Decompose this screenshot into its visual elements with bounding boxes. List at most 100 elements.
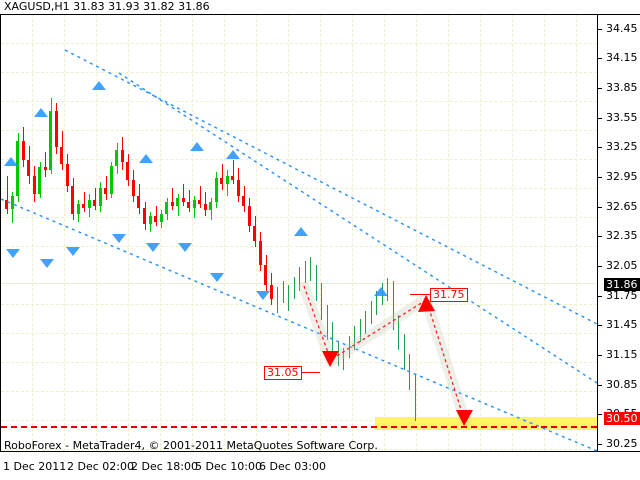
price-axis-tick bbox=[598, 325, 602, 327]
candle-body bbox=[192, 199, 196, 208]
candle-body bbox=[220, 178, 224, 185]
price-axis-label: 32.95 bbox=[606, 170, 638, 184]
gridline-h bbox=[1, 449, 597, 450]
fractal-up-icon bbox=[190, 142, 204, 152]
time-axis-label: 2 Dec 18:00 bbox=[131, 460, 198, 473]
time-axis-label: 6 Dec 03:00 bbox=[259, 460, 326, 473]
price-axis-tick bbox=[598, 355, 602, 357]
candle-body bbox=[209, 201, 213, 210]
candle-wick bbox=[392, 280, 394, 331]
candle-wick bbox=[293, 276, 295, 299]
price-axis-tick bbox=[598, 147, 602, 149]
candle-wick bbox=[276, 286, 278, 313]
price-axis-label: 30.25 bbox=[606, 437, 638, 451]
gridline-v bbox=[64, 14, 65, 451]
candle-wick bbox=[365, 310, 367, 335]
fractal-down-icon bbox=[210, 273, 224, 283]
candle-body bbox=[54, 110, 58, 148]
candle-body bbox=[236, 180, 240, 196]
gridline-v bbox=[32, 14, 33, 451]
fractal-up-icon bbox=[294, 227, 308, 237]
candle-wick bbox=[221, 164, 223, 190]
candle-wick bbox=[6, 176, 8, 214]
gridline-v bbox=[352, 14, 353, 451]
candle-body bbox=[159, 213, 163, 222]
candle-wick bbox=[343, 348, 345, 370]
candle-body bbox=[98, 188, 102, 206]
fractal-up-icon bbox=[226, 150, 240, 160]
candle-body bbox=[203, 203, 207, 210]
candle-wick bbox=[332, 322, 334, 361]
candle-wick bbox=[183, 184, 185, 206]
fractal-down-icon bbox=[66, 247, 80, 257]
plot-frame-right bbox=[597, 14, 598, 451]
candle-body bbox=[65, 164, 69, 187]
candle-body bbox=[43, 167, 47, 171]
chart-footer-credit: RoboForex - MetaTrader4, © 2001-2011 Met… bbox=[4, 439, 378, 452]
price-label-31-75: 31.75 bbox=[430, 288, 468, 302]
candle-body bbox=[16, 140, 20, 196]
candle-body bbox=[126, 162, 130, 181]
candlestick-series bbox=[1, 14, 597, 451]
gridline-h bbox=[1, 159, 597, 160]
target-price-line bbox=[1, 426, 597, 428]
candle-body bbox=[198, 199, 202, 204]
candle-body bbox=[93, 199, 97, 206]
gridline-h bbox=[1, 72, 597, 73]
plot-frame-bottom bbox=[0, 451, 640, 452]
candle-body bbox=[258, 241, 262, 266]
candle-wick bbox=[321, 282, 323, 321]
price-axis-label: 32.65 bbox=[606, 199, 638, 213]
candle-wick bbox=[288, 284, 290, 311]
candle-body bbox=[148, 215, 152, 224]
gridline-v bbox=[192, 14, 193, 451]
price-axis-tick bbox=[598, 295, 602, 297]
projection-arrow-down-2 bbox=[456, 410, 473, 426]
candle-wick bbox=[403, 334, 405, 370]
candle-body bbox=[154, 215, 158, 222]
gridline-v bbox=[224, 14, 225, 451]
price-axis[interactable]: 34.45 34.15 33.85 33.55 33.25 32.95 32.65 32.35… bbox=[598, 14, 640, 451]
candle-wick bbox=[232, 160, 234, 185]
channel-lower-line bbox=[1, 198, 597, 451]
candle-wick bbox=[155, 205, 157, 226]
candle-body bbox=[131, 180, 135, 196]
fractal-up-icon bbox=[374, 286, 388, 296]
price-axis-label: 33.85 bbox=[606, 81, 638, 95]
price-leader-low bbox=[300, 372, 320, 373]
plot-area: 31.75 31.05 bbox=[1, 14, 597, 451]
price-label-31-05: 31.05 bbox=[264, 366, 302, 380]
candle-wick bbox=[414, 373, 416, 422]
candle-body bbox=[82, 203, 86, 208]
candle-wick bbox=[398, 314, 400, 351]
candle-wick bbox=[199, 186, 201, 208]
candle-body bbox=[49, 110, 53, 171]
price-axis-label: 31.75 bbox=[606, 288, 638, 302]
gridline-h-solid bbox=[1, 283, 597, 284]
price-axis-tick bbox=[598, 177, 602, 179]
target-price-label: 30.50 bbox=[604, 412, 640, 426]
price-axis-label: 33.25 bbox=[606, 140, 638, 154]
candle-body bbox=[32, 176, 36, 194]
candle-body bbox=[181, 197, 185, 202]
gridline-h bbox=[1, 362, 597, 363]
candle-body bbox=[38, 167, 42, 194]
candle-wick bbox=[83, 191, 85, 212]
candle-wick bbox=[94, 188, 96, 210]
fractal-down-icon bbox=[256, 290, 270, 300]
candle-body bbox=[76, 203, 80, 214]
candle-body bbox=[27, 160, 31, 177]
gridline-v bbox=[96, 14, 97, 451]
candle-body bbox=[109, 166, 113, 194]
price-axis-label: 34.15 bbox=[606, 51, 638, 65]
price-axis-label: 32.35 bbox=[606, 229, 638, 243]
gridline-v bbox=[576, 14, 577, 451]
candle-body bbox=[247, 205, 251, 226]
channel-middle-line bbox=[118, 72, 597, 384]
candle-body bbox=[87, 199, 91, 208]
fractal-down-icon bbox=[112, 233, 126, 243]
time-axis-label: 1 Dec 2011 bbox=[3, 460, 67, 473]
candle-body bbox=[21, 140, 25, 161]
candle-wick bbox=[299, 267, 301, 291]
price-axis-tick bbox=[598, 266, 602, 268]
